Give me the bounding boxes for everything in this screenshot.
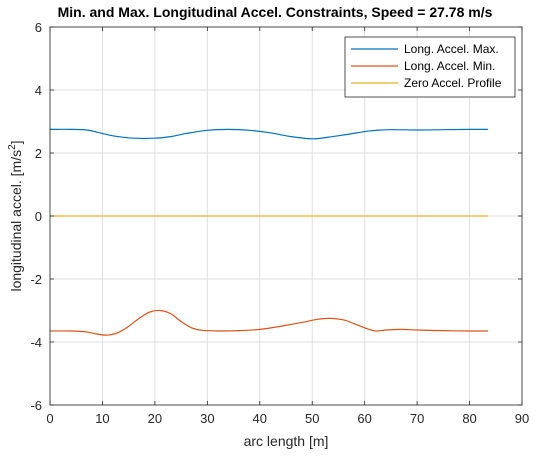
legend-entry-label: Long. Accel. Min.: [404, 59, 495, 73]
legend-box: [344, 36, 516, 98]
x-tick-label: 40: [253, 411, 267, 426]
legend-entry-label: Long. Accel. Max.: [404, 42, 499, 56]
ticks: [49, 26, 523, 406]
legend: Long. Accel. Max. Long. Accel. Min. Zero A…: [344, 36, 516, 98]
y-axis-label-superscript: 2: [7, 144, 18, 150]
x-tick-label: 10: [95, 411, 109, 426]
x-tick-label: 90: [515, 411, 529, 426]
x-tick-labels: 0 10 20 30 40 50 60 70 80 90: [46, 411, 529, 426]
y-tick-label: 2: [35, 146, 42, 161]
y-tick-label: -6: [30, 398, 42, 413]
y-tick-label: 4: [35, 83, 42, 98]
y-tick-labels: -6 -4 -2 0 2 4 6: [30, 20, 42, 413]
chart-title: Min. and Max. Longitudinal Accel. Constr…: [58, 4, 493, 20]
y-axis-label-main: longitudinal accel. [m/s: [8, 150, 24, 292]
y-tick-label: -4: [30, 335, 42, 350]
y-tick-label: -2: [30, 272, 42, 287]
y-tick-label: 0: [35, 209, 42, 224]
series-line-long-accel-max: [49, 128, 488, 140]
legend-entry-label: Zero Accel. Profile: [404, 76, 502, 90]
x-tick-label: 70: [410, 411, 424, 426]
x-tick-label: 20: [148, 411, 162, 426]
x-tick-label: 30: [200, 411, 214, 426]
x-tick-label: 0: [46, 411, 53, 426]
x-axis-label: arc length [m]: [244, 433, 329, 449]
x-tick-label: 80: [462, 411, 476, 426]
x-tick-label: 60: [357, 411, 371, 426]
series-layer: [49, 128, 488, 336]
y-axis-label-close: ]: [8, 140, 24, 144]
y-tick-label: 6: [35, 20, 42, 35]
y-axis-label: longitudinal accel. [m/s2]: [7, 140, 24, 291]
legend-items: Long. Accel. Max. Long. Accel. Min. Zero A…: [351, 42, 502, 90]
series-line-long-accel-min: [49, 309, 488, 336]
x-tick-label: 50: [305, 411, 319, 426]
